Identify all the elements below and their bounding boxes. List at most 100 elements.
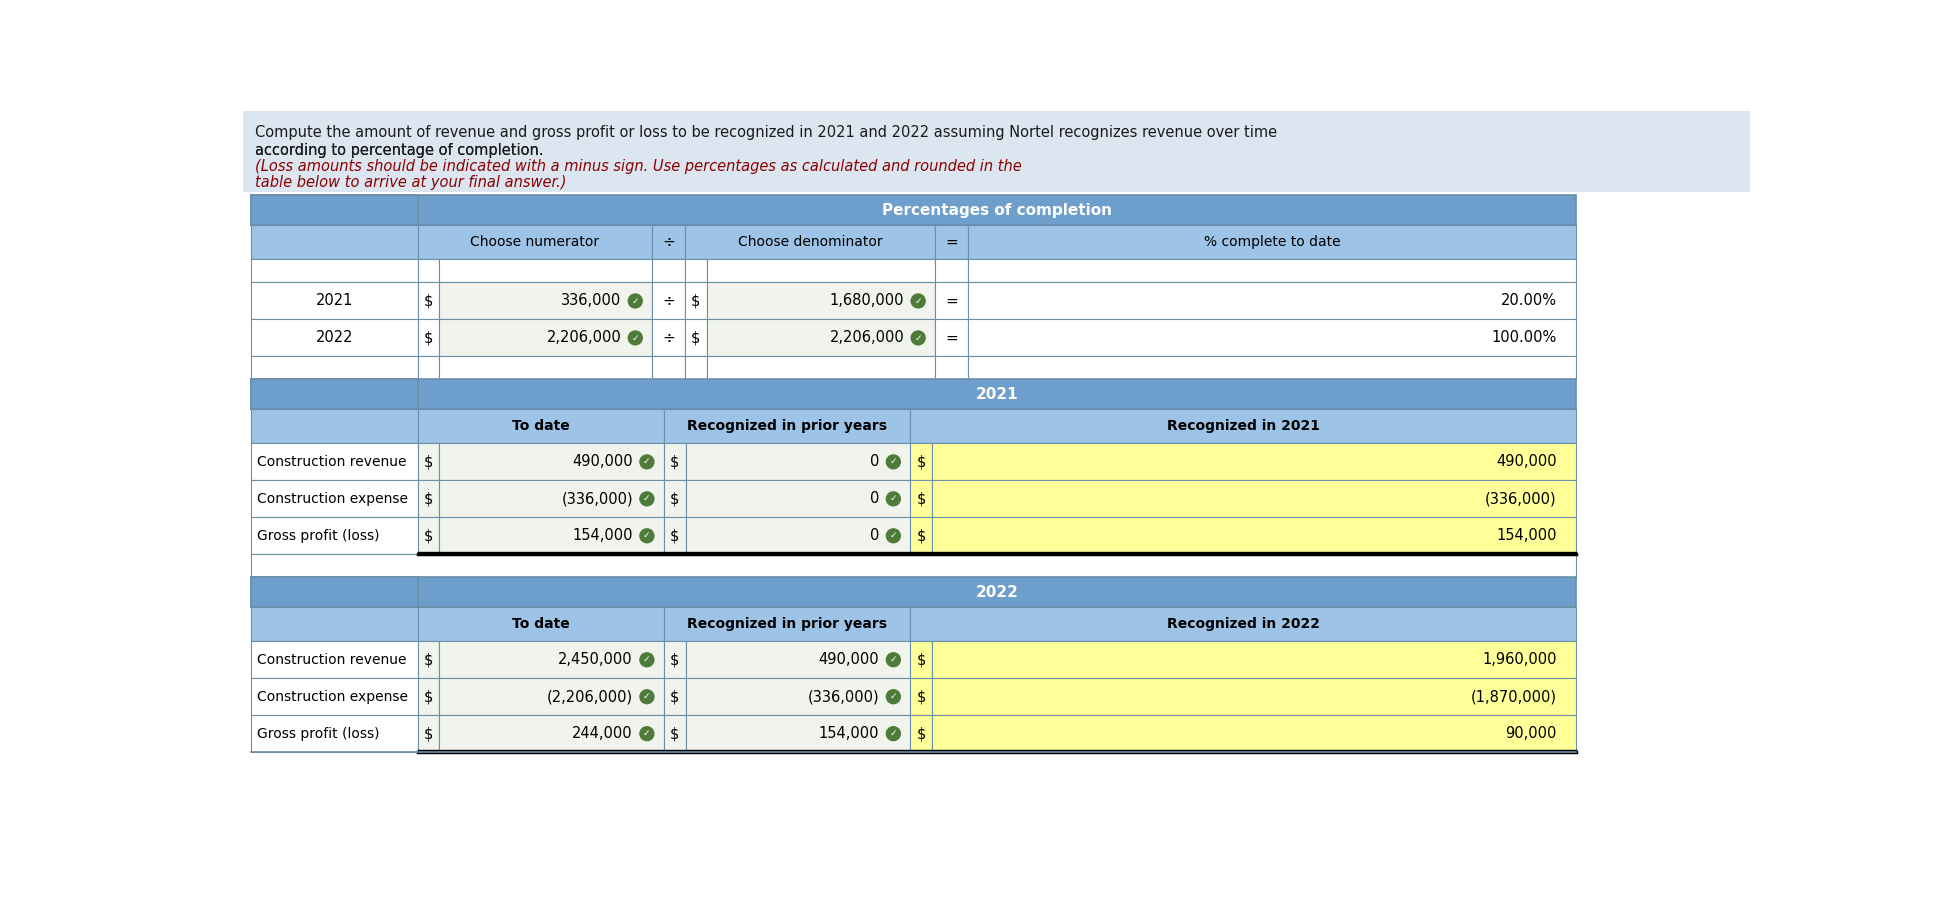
- Circle shape: [910, 331, 926, 345]
- Bar: [663, 678, 687, 715]
- Text: $: $: [916, 491, 926, 507]
- Text: $: $: [916, 653, 926, 667]
- Bar: [251, 259, 418, 282]
- Circle shape: [628, 294, 642, 308]
- Bar: [663, 480, 687, 517]
- Text: $: $: [916, 454, 926, 470]
- Text: $: $: [424, 528, 434, 544]
- Text: $: $: [424, 726, 434, 741]
- Circle shape: [887, 653, 901, 666]
- Bar: [932, 678, 1575, 715]
- Bar: [418, 641, 440, 678]
- Text: 2022: 2022: [974, 584, 1019, 600]
- Bar: [910, 715, 932, 752]
- Bar: [936, 259, 969, 282]
- Bar: [969, 224, 1575, 259]
- Bar: [663, 517, 687, 555]
- Bar: [969, 259, 1575, 282]
- Text: ✓: ✓: [889, 729, 897, 738]
- Text: ✓: ✓: [644, 729, 652, 738]
- Circle shape: [640, 492, 654, 506]
- Circle shape: [640, 689, 654, 703]
- Bar: [440, 678, 663, 715]
- Bar: [910, 443, 932, 480]
- Text: $: $: [424, 294, 434, 308]
- Text: Choose denominator: Choose denominator: [737, 235, 883, 249]
- Text: ✓: ✓: [889, 458, 897, 466]
- Bar: [418, 319, 440, 356]
- Text: 1,680,000: 1,680,000: [831, 294, 904, 308]
- Text: Gross profit (loss): Gross profit (loss): [257, 529, 379, 543]
- Text: (336,000): (336,000): [562, 491, 632, 507]
- Bar: [685, 259, 706, 282]
- Circle shape: [640, 529, 654, 543]
- Bar: [706, 356, 936, 379]
- Text: 244,000: 244,000: [572, 726, 632, 741]
- Text: 490,000: 490,000: [572, 454, 632, 470]
- Bar: [910, 517, 932, 555]
- Text: ÷: ÷: [661, 330, 675, 345]
- Text: $: $: [671, 528, 679, 544]
- Bar: [910, 678, 932, 715]
- Bar: [910, 480, 932, 517]
- Bar: [440, 356, 652, 379]
- Bar: [440, 319, 652, 356]
- Bar: [936, 356, 969, 379]
- Bar: [663, 443, 687, 480]
- Text: 2,206,000: 2,206,000: [829, 330, 904, 345]
- Bar: [418, 356, 440, 379]
- Text: ✓: ✓: [914, 333, 922, 342]
- Bar: [685, 224, 936, 259]
- Text: Recognized in 2021: Recognized in 2021: [1167, 419, 1321, 433]
- Bar: [251, 578, 418, 606]
- Text: ✓: ✓: [889, 692, 897, 701]
- Bar: [251, 517, 418, 555]
- Circle shape: [640, 653, 654, 666]
- Text: Compute the amount of revenue and gross profit or loss to be recognized in 2021 : Compute the amount of revenue and gross …: [255, 125, 1276, 139]
- Bar: [687, 443, 910, 480]
- Text: $: $: [671, 653, 679, 667]
- Bar: [936, 282, 969, 319]
- Text: 154,000: 154,000: [1496, 528, 1556, 544]
- Text: $: $: [690, 294, 700, 308]
- Text: Gross profit (loss): Gross profit (loss): [257, 726, 379, 740]
- Text: 490,000: 490,000: [1496, 454, 1556, 470]
- Bar: [663, 641, 687, 678]
- Text: ✓: ✓: [889, 532, 897, 540]
- Text: Choose numerator: Choose numerator: [471, 235, 599, 249]
- Bar: [251, 196, 1575, 224]
- Text: 154,000: 154,000: [572, 528, 632, 544]
- Bar: [440, 480, 663, 517]
- Text: To date: To date: [512, 617, 570, 631]
- Bar: [969, 282, 1575, 319]
- Text: % complete to date: % complete to date: [1204, 235, 1340, 249]
- Text: 100.00%: 100.00%: [1492, 330, 1556, 345]
- Bar: [251, 356, 418, 379]
- Text: 490,000: 490,000: [819, 653, 879, 667]
- Bar: [910, 641, 932, 678]
- Text: =: =: [945, 294, 957, 308]
- Bar: [652, 319, 685, 356]
- Text: $: $: [424, 689, 434, 704]
- Text: Percentages of completion: Percentages of completion: [881, 202, 1113, 218]
- Text: Recognized in prior years: Recognized in prior years: [687, 419, 887, 433]
- Bar: [251, 715, 418, 752]
- Text: ✓: ✓: [644, 692, 652, 701]
- Text: 0: 0: [869, 528, 879, 544]
- Circle shape: [628, 331, 642, 345]
- Bar: [969, 356, 1575, 379]
- Text: $: $: [690, 330, 700, 345]
- Text: ✓: ✓: [644, 495, 652, 503]
- Bar: [251, 606, 418, 641]
- Bar: [251, 224, 418, 259]
- Bar: [251, 379, 1575, 409]
- Bar: [251, 196, 418, 224]
- Bar: [243, 111, 1750, 192]
- Text: Construction expense: Construction expense: [257, 492, 408, 506]
- Bar: [251, 282, 418, 319]
- Text: 2022: 2022: [315, 330, 352, 345]
- Bar: [687, 480, 910, 517]
- Bar: [652, 259, 685, 282]
- Bar: [418, 409, 663, 443]
- Text: 0: 0: [869, 454, 879, 470]
